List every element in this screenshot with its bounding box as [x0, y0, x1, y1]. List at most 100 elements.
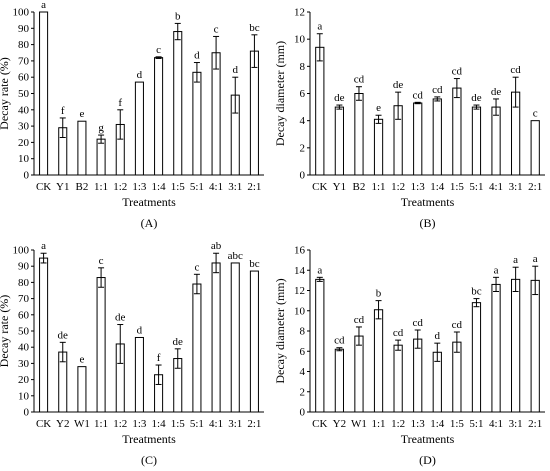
bar	[432, 98, 442, 176]
bar	[530, 120, 540, 176]
significance-letter: f	[157, 352, 161, 364]
x-tick-label: CK	[36, 418, 51, 430]
significance-letter: a	[513, 254, 518, 266]
x-tick-label: 4:1	[209, 181, 223, 193]
x-tick-label: Y1	[56, 181, 69, 193]
y-tick-label: 40	[18, 104, 30, 116]
significance-letter: cd	[393, 327, 404, 339]
x-tick-label: 1:3	[132, 418, 147, 430]
y-tick-label: 2	[300, 386, 306, 398]
panel-label: (A)	[141, 216, 158, 230]
significance-letter: c	[156, 44, 161, 56]
x-tick-label: 3:1	[228, 418, 242, 430]
significance-letter: e	[79, 108, 84, 120]
significance-letter: de	[491, 86, 502, 98]
panel-a: 0 10 20 30 40 50 60 70 80 90 100 Decay rate (%) a CK f…	[0, 0, 264, 230]
bar	[334, 106, 344, 176]
y-tick-label: 0	[300, 170, 306, 182]
x-tick-label: 1:4	[430, 181, 445, 193]
x-tick-label: 4:1	[489, 418, 503, 430]
x-tick-label: 1:4	[152, 418, 167, 430]
x-axis-label: Treatments	[122, 195, 176, 209]
y-tick-label: 8	[300, 61, 306, 73]
x-tick-label: 3:1	[509, 418, 523, 430]
bar	[39, 11, 49, 176]
significance-letter: d	[233, 64, 239, 76]
panel-label: (B)	[420, 216, 436, 230]
significance-letter: e	[376, 102, 381, 114]
bar	[134, 336, 144, 413]
bar	[393, 344, 403, 413]
y-tick-label: 50	[18, 88, 30, 100]
significance-letter: c	[194, 261, 199, 273]
significance-letter: de	[58, 329, 69, 341]
x-tick-label: 2:1	[528, 418, 542, 430]
significance-letter: c	[214, 23, 219, 35]
significance-letter: c	[99, 255, 104, 267]
bar	[39, 257, 49, 413]
x-tick-label: 1:1	[372, 418, 386, 430]
bar	[452, 87, 462, 176]
y-tick-label: 100	[13, 245, 30, 257]
x-tick-label: 1:4	[152, 181, 167, 193]
x-tick-label: B2	[353, 181, 366, 193]
y-tick-label: 10	[294, 305, 306, 317]
bar	[471, 302, 482, 413]
y-tick-label: 80	[18, 39, 30, 51]
y-tick-label: 0	[24, 170, 30, 182]
bar	[354, 93, 364, 176]
x-axis-label: Treatments	[401, 432, 455, 446]
y-tick-label: 10	[18, 153, 30, 165]
bar	[373, 309, 384, 413]
bar	[511, 278, 521, 413]
bar	[354, 335, 364, 413]
bar	[192, 283, 202, 413]
bar	[530, 279, 540, 413]
significance-letter: e	[79, 354, 84, 366]
significance-letter: cd	[354, 314, 365, 326]
x-tick-label: 1:5	[171, 418, 186, 430]
x-tick-label: 5:1	[190, 418, 204, 430]
significance-letter: de	[393, 79, 404, 91]
x-tick-label: 5:1	[469, 181, 483, 193]
significance-letter: d	[137, 69, 143, 81]
bar	[192, 71, 202, 176]
y-tick-label: 60	[18, 309, 30, 321]
significance-letter: cd	[334, 335, 345, 347]
significance-letter: cd	[432, 84, 443, 96]
x-tick-label: 1:3	[132, 181, 147, 193]
x-tick-label: Y1	[333, 181, 346, 193]
significance-letter: a	[494, 264, 499, 276]
x-axis-label: Treatments	[122, 432, 176, 446]
significance-letter: cd	[452, 319, 463, 331]
bar	[211, 262, 221, 413]
y-tick-label: 0	[24, 407, 30, 419]
x-tick-label: 3:1	[509, 181, 523, 193]
significance-letter: cd	[510, 64, 521, 76]
x-tick-label: 1:5	[171, 181, 186, 193]
y-tick-label: 60	[18, 72, 30, 84]
y-tick-label: 90	[18, 261, 30, 273]
x-tick-label: W1	[351, 418, 367, 430]
significance-letter: a	[317, 21, 322, 33]
y-tick-label: 6	[300, 346, 306, 358]
significance-letter: a	[317, 264, 322, 276]
bar	[154, 57, 164, 176]
significance-letter: cd	[354, 74, 365, 86]
y-tick-label: 6	[300, 88, 306, 100]
y-tick-label: 20	[18, 137, 30, 149]
y-tick-label: 70	[18, 55, 30, 67]
bar	[77, 120, 87, 176]
significance-letter: a	[533, 253, 538, 265]
y-tick-label: 16	[294, 245, 306, 257]
x-tick-label: CK	[312, 418, 327, 430]
y-tick-label: 14	[294, 265, 306, 277]
significance-letter: cd	[452, 66, 463, 78]
significance-letter: de	[471, 92, 482, 104]
x-tick-label: 1:3	[411, 418, 426, 430]
significance-letter: c	[533, 108, 538, 120]
x-tick-label: 1:2	[391, 181, 405, 193]
x-tick-label: CK	[312, 181, 327, 193]
significance-letter: d	[194, 50, 200, 62]
